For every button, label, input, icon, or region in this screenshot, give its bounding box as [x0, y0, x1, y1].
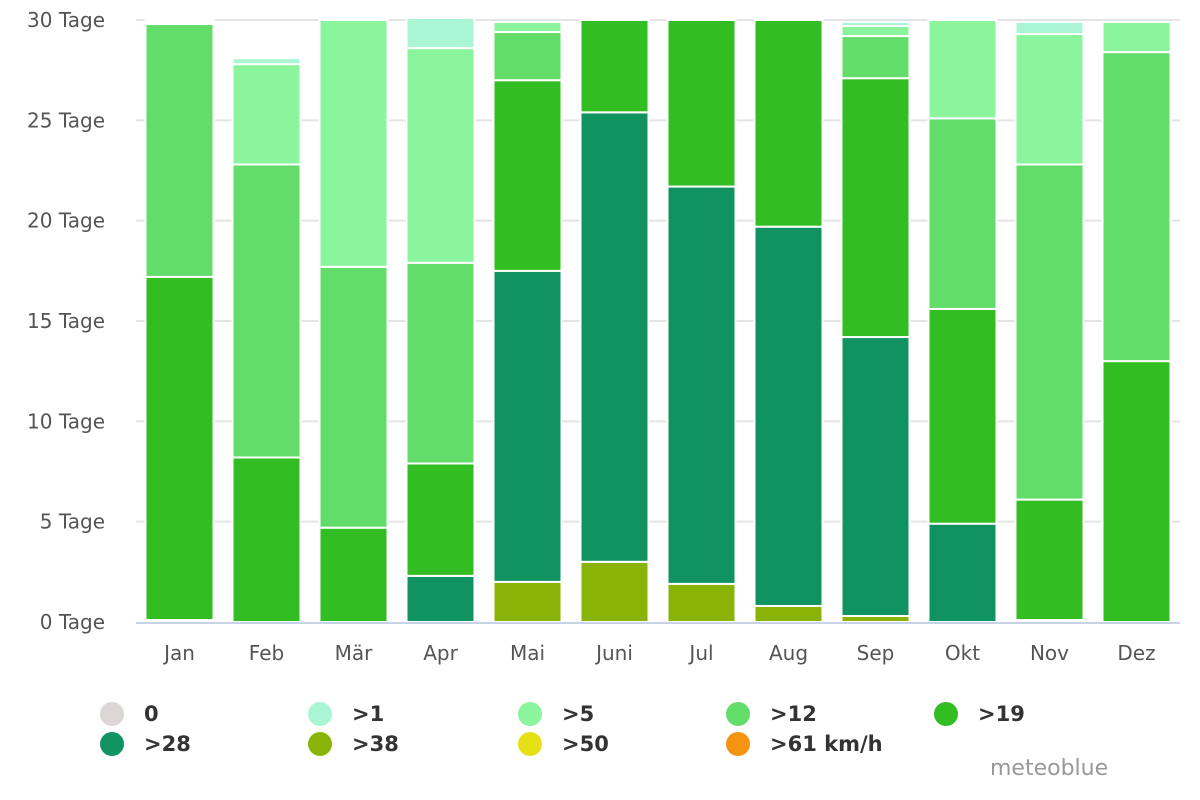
legend-item[interactable]: >1: [308, 700, 384, 728]
x-tick-label: Mär: [335, 641, 374, 665]
y-tick-label: 10 Tage: [27, 409, 105, 433]
bar-segment: [318, 19, 389, 268]
legend-swatch: [518, 702, 542, 726]
x-tick-label: Dez: [1117, 641, 1155, 665]
bar-segment: [318, 265, 389, 529]
legend-label: >1: [352, 702, 385, 726]
bar-segment: [666, 582, 737, 624]
bar-segment: [1014, 33, 1085, 166]
bar-segment: [405, 16, 476, 50]
legend-item[interactable]: >12: [726, 700, 817, 728]
legend-label: >28: [144, 732, 191, 756]
legend-item[interactable]: >50: [518, 730, 609, 758]
bar-segment: [231, 57, 302, 66]
bar-segment: [144, 275, 215, 621]
legend-label: 0: [144, 702, 159, 726]
x-tick-label: Mai: [510, 641, 545, 665]
legend-label: >5: [562, 702, 595, 726]
bar-segment: [231, 63, 302, 166]
y-tick-label: 30 Tage: [27, 8, 105, 32]
x-tick-label: Juni: [594, 641, 633, 665]
bar-segment: [144, 19, 215, 24]
legend-swatch: [100, 702, 124, 726]
x-tick-label: Okt: [945, 641, 980, 665]
bar-segment: [1014, 498, 1085, 621]
x-tick-label: Feb: [249, 641, 284, 665]
legend-item[interactable]: 0: [100, 700, 159, 728]
bar-segment: [1101, 21, 1172, 54]
legend-swatch: [726, 702, 750, 726]
bar-segment: [753, 225, 824, 607]
bar-segment: [492, 21, 563, 34]
bar-segment: [927, 307, 998, 525]
bar-segment: [492, 79, 563, 272]
bar-segment: [405, 47, 476, 264]
legend-item[interactable]: >5: [518, 700, 594, 728]
x-tick-label: Nov: [1030, 641, 1069, 665]
bar-segment: [666, 19, 737, 188]
legend-swatch: [726, 732, 750, 756]
x-tick-label: Jan: [162, 641, 195, 665]
bar-segment: [1101, 360, 1172, 623]
legend-label: >19: [978, 702, 1025, 726]
legend-label: >50: [562, 732, 609, 756]
y-tick-label: 0 Tage: [40, 610, 105, 634]
bar-segment: [405, 462, 476, 577]
bar-segment: [492, 31, 563, 82]
bar-segment: [753, 604, 824, 623]
bar-segment: [927, 117, 998, 310]
x-tick-label: Sep: [857, 641, 895, 665]
bars: [144, 16, 1172, 624]
legend-item[interactable]: >38: [308, 730, 399, 758]
x-tick-label: Jul: [687, 641, 713, 665]
bar-segment: [1014, 163, 1085, 501]
x-tick-label: Aug: [769, 641, 808, 665]
legend-swatch: [308, 702, 332, 726]
bar-segment: [318, 526, 389, 623]
bar-segment: [927, 522, 998, 624]
bar-segment: [579, 111, 650, 563]
bar-segment: [492, 580, 563, 623]
grid-lines: [136, 19, 1180, 523]
bar-segment: [927, 19, 998, 120]
bar-segment: [666, 185, 737, 585]
bar-segment: [1101, 51, 1172, 363]
credit-label: meteoblue: [990, 756, 1109, 781]
bar-segment: [840, 77, 911, 339]
y-tick-label: 5 Tage: [40, 510, 105, 534]
x-tick-label: Apr: [423, 641, 458, 665]
bar-segment: [144, 23, 215, 278]
y-tick-label: 15 Tage: [27, 309, 105, 333]
legend-swatch: [518, 732, 542, 756]
legend-swatch: [934, 702, 958, 726]
bar-segment: [231, 456, 302, 623]
legend-item[interactable]: >61 km/h: [726, 730, 883, 758]
axes: 0 Tage 5 Tage 10 Tage 15 Tage 20 Tage 25 Tage…: [27, 8, 1180, 665]
y-tick-label: 25 Tage: [27, 108, 105, 132]
bar-segment: [753, 19, 824, 228]
bar-segment: [579, 19, 650, 114]
bar-segment: [840, 35, 911, 80]
bar-segment: [840, 336, 911, 617]
y-tick-label: 20 Tage: [27, 209, 105, 233]
bar-segment: [840, 25, 911, 38]
bar-segment: [1014, 21, 1085, 36]
bar-segment: [231, 163, 302, 459]
bar-segment: [405, 261, 476, 465]
legend-item[interactable]: >19: [934, 700, 1025, 728]
legend-item[interactable]: >28: [100, 730, 191, 758]
bar-segment: [405, 574, 476, 624]
legend-label: >61 km/h: [770, 732, 883, 756]
legend-label: >12: [770, 702, 817, 726]
legend-swatch: [100, 732, 124, 756]
bar-segment: [840, 21, 911, 28]
legend-label: >38: [352, 732, 399, 756]
bar-segment: [579, 560, 650, 623]
bar-segment: [492, 269, 563, 583]
legend-swatch: [308, 732, 332, 756]
wind-days-chart: 0 Tage 5 Tage 10 Tage 15 Tage 20 Tage 25 Tage…: [27, 8, 1180, 665]
